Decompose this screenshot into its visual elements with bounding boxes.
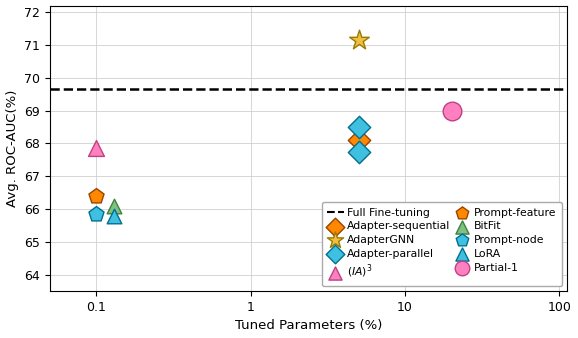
- Point: [447, 108, 456, 113]
- Point: [354, 37, 363, 43]
- Point: [354, 124, 363, 130]
- Point: [91, 193, 101, 199]
- Point: [109, 213, 118, 218]
- Point: [109, 203, 118, 209]
- Point: [91, 146, 101, 151]
- Point: [354, 138, 363, 143]
- Point: [91, 211, 101, 217]
- Point: [354, 149, 363, 154]
- X-axis label: Tuned Parameters (%): Tuned Parameters (%): [235, 319, 382, 333]
- Y-axis label: Avg. ROC-AUC(%): Avg. ROC-AUC(%): [6, 90, 18, 207]
- Legend: Full Fine-tuning, Adapter-sequential, AdapterGNN, Adapter-parallel, $(IA)^3$, Pr: Full Fine-tuning, Adapter-sequential, Ad…: [322, 202, 562, 286]
